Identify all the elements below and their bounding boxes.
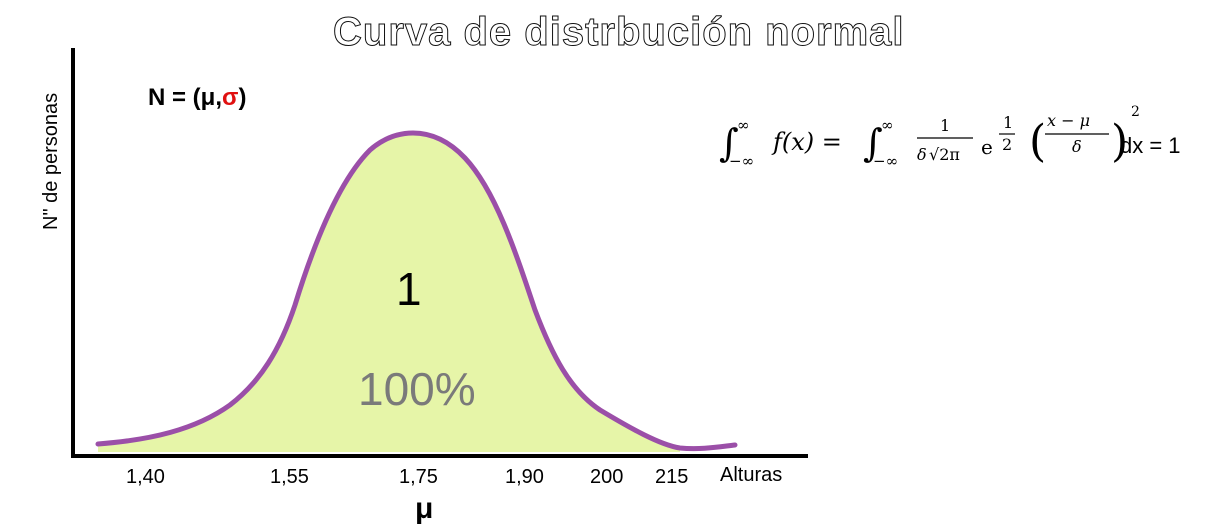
inner-denominator: δ (1072, 137, 1082, 156)
integral-lower-limit: −∞ (873, 152, 898, 170)
x-tick-label: 200 (590, 466, 624, 488)
integral-sign: ∫ (719, 121, 739, 165)
normal-integral-formula: ∫ ∞ −∞ f(x) = ∫ ∞ −∞ 1 δ √2π e 1 2 ( x −… (719, 104, 1140, 170)
formula-result: dx = 1 (1120, 133, 1181, 158)
notation-prefix: N = (μ, (148, 84, 223, 111)
x-tick-label: 215 (655, 466, 689, 488)
function-label: f(x) = (771, 128, 842, 156)
page-title: Curva de distrbución normal (333, 10, 905, 55)
x-tick-label: 1,90 (505, 466, 544, 488)
outer-power: 2 (1131, 104, 1140, 120)
x-tick-label: 1,40 (126, 466, 165, 488)
fraction-denominator-sigma: δ (917, 145, 927, 164)
left-paren: ( (1029, 116, 1046, 167)
area-under-curve (98, 133, 680, 452)
distribution-notation: N = (μ,σ) (148, 84, 246, 112)
y-axis-label: N" de personas (40, 92, 62, 230)
exponential-base: e (981, 135, 993, 159)
x-axis-label: Alturas (720, 464, 783, 486)
notation-suffix: ) (238, 84, 247, 111)
mean-symbol: μ (415, 492, 434, 525)
exponent-denominator: 2 (1002, 135, 1012, 154)
notation-sigma: σ (222, 84, 239, 111)
integral-upper-limit: ∞ (881, 116, 894, 134)
integral-lower-limit: −∞ (729, 152, 754, 170)
x-tick-label: 1,75 (399, 466, 438, 488)
area-value: 1 (396, 263, 422, 315)
fraction-numerator: 1 (940, 116, 950, 135)
normal-curve (95, 130, 738, 452)
x-tick-label: 1,55 (270, 466, 309, 488)
integral-upper-limit: ∞ (737, 116, 750, 134)
right-paren: ) (1111, 116, 1128, 167)
area-percent: 100% (358, 363, 476, 415)
fraction-denominator-root: √2π (929, 145, 960, 164)
exponent-numerator: 1 (1003, 113, 1013, 132)
integral-sign: ∫ (863, 121, 883, 165)
inner-numerator: x − μ (1047, 111, 1090, 130)
